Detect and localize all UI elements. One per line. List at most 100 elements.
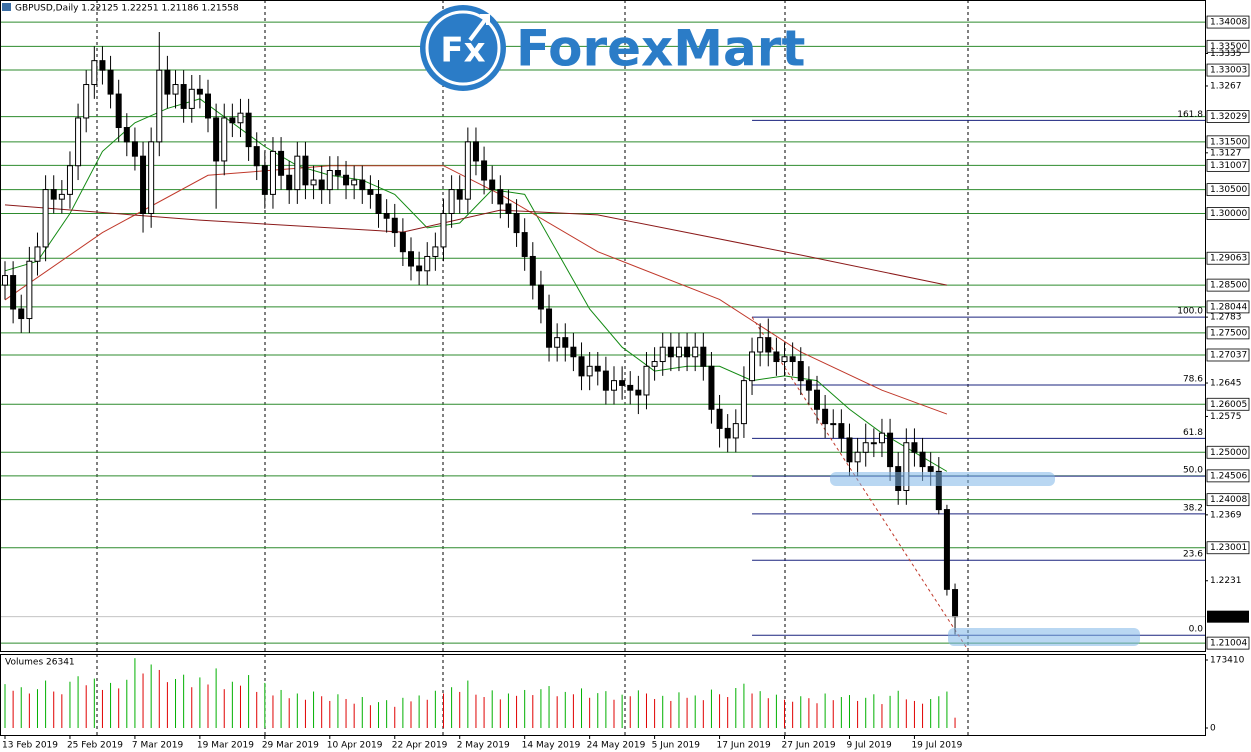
candle-body [619,380,626,386]
candle-body [814,389,820,410]
candle-body [237,112,244,124]
candle-body [659,346,666,363]
x-tick-label: 19 Mar 2019 [197,741,254,751]
candle-body [164,69,171,95]
level-label-box [1206,15,1250,29]
candle-body [513,212,520,234]
candle-body [943,509,950,590]
candle-body [700,346,707,367]
candle-body [903,442,910,491]
fibo-label: 161.8 [1177,110,1203,120]
candle-body [42,189,49,248]
x-tick-label: 5 Jun 2019 [652,741,701,751]
candle-body [440,212,447,248]
y-tick-label: 1.2575 [1210,412,1242,422]
candle-body [383,212,390,219]
symbol-icon [2,3,11,11]
candle-body [878,432,885,444]
candle-body [286,174,293,191]
candle-body [505,203,512,214]
volume-pane-border [0,654,1206,736]
level-label: 1.27037 [1210,350,1247,360]
level-label-box [1206,300,1250,314]
candle-body [229,117,236,124]
level-label-box [1206,135,1250,149]
level-label-box [1206,63,1250,77]
candle-body [854,451,861,463]
logo-text: ForexMart [516,20,805,78]
x-tick-label: 24 May 2019 [587,741,646,751]
level-label-box [1206,183,1250,197]
candle-body [261,165,268,195]
candle-body [367,189,374,195]
x-tick-label: 10 Apr 2019 [327,741,383,751]
candle-body [123,127,130,143]
candle-body [594,365,601,372]
level-label-box [1206,541,1250,555]
candle-body [724,427,731,439]
candle-body [692,346,699,358]
candle-body [180,84,187,109]
candle-body [822,408,829,425]
volume-tick-label: 0 [1210,724,1216,734]
candle-body [172,84,179,95]
candle-body [399,232,406,253]
x-tick-label: 14 May 2019 [522,741,581,751]
fibo-label: 38.2 [1183,503,1203,513]
level-label-box [1206,251,1250,265]
fibo-label: 78.6 [1183,374,1203,384]
candle-body [391,217,398,234]
candle-body [554,337,561,348]
candle-body [667,346,674,358]
x-tick-label: 22 Apr 2019 [392,741,448,751]
logo-badge-text: Fx [440,31,485,71]
plot: 161.8 100.0 78.6 61.8 50.0 38.2 23.6 0.0 [0,21,1205,728]
candle-body [213,117,220,162]
level-label: 1.30000 [1210,209,1247,219]
candle-body [935,470,942,511]
candle-body [318,179,325,191]
candle-body [196,88,203,95]
candle-body [75,117,82,167]
y-tick-label: 1.2645 [1210,379,1242,389]
fibo-label: 0.0 [1189,625,1204,635]
candle-body [887,432,894,468]
highlights [830,472,1140,646]
level-label-box [1206,445,1250,459]
level-label: 1.31500 [1210,137,1247,147]
x-tick-label: 29 Mar 2019 [262,741,319,751]
candle-body [805,380,812,391]
candle-body [58,193,65,200]
y-tick-label: 1.3267 [1210,81,1242,91]
level-label-box [1206,348,1250,362]
candle-body [716,408,723,429]
logo: Fx ForexMart [420,5,805,91]
candle-body [343,174,350,186]
candle-body [732,423,739,439]
candle-body [294,155,301,191]
level-label: 1.31007 [1210,161,1247,171]
candle-body [602,370,609,391]
candle-body [627,384,634,391]
fibo-label: 23.6 [1183,550,1203,560]
candle-body [221,117,228,162]
candle-body [675,346,682,358]
x-tick-label: 9 Jul 2019 [846,741,891,751]
y-tick-label: 1.2783 [1210,313,1242,323]
candle-body [131,141,138,157]
fibo-label: 100.0 [1177,307,1203,317]
candle-body [99,60,106,71]
level-label-box [1206,397,1250,411]
candle-body [537,284,544,310]
logo-badge [420,5,506,91]
level-label: 1.33500 [1210,42,1247,52]
candle-body [10,275,17,310]
candle-body [489,179,496,191]
candle-body [546,308,553,348]
level-label-box [1206,326,1250,340]
candle-body [789,356,796,363]
candle-body [416,265,423,272]
y-tick-label: 1.3335 [1210,49,1242,59]
candle-body [83,84,90,119]
